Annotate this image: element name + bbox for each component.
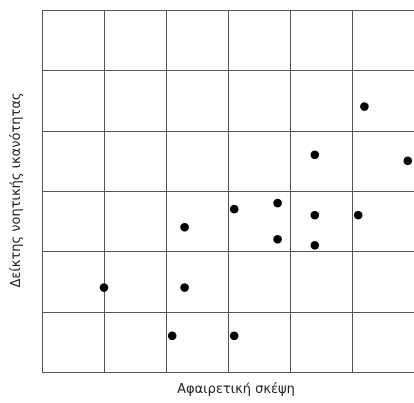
data-point bbox=[99, 283, 109, 292]
data-point bbox=[360, 102, 369, 111]
data-point bbox=[273, 198, 282, 208]
data-point bbox=[353, 210, 363, 220]
data-point bbox=[310, 241, 320, 250]
data-point bbox=[229, 331, 239, 341]
y-axis-label: Δείκτης νοητικής ικανότητας bbox=[9, 92, 24, 287]
data-point bbox=[229, 204, 239, 214]
data-point bbox=[310, 210, 320, 220]
data-point bbox=[180, 283, 189, 292]
chart-grid bbox=[42, 10, 414, 373]
data-point bbox=[167, 331, 177, 341]
chart-points bbox=[99, 102, 413, 341]
data-point bbox=[403, 156, 413, 166]
data-point bbox=[273, 234, 282, 244]
data-point bbox=[180, 222, 189, 232]
data-point bbox=[310, 150, 320, 160]
x-axis-label: Αφαιρετική σκέψη bbox=[177, 382, 295, 397]
